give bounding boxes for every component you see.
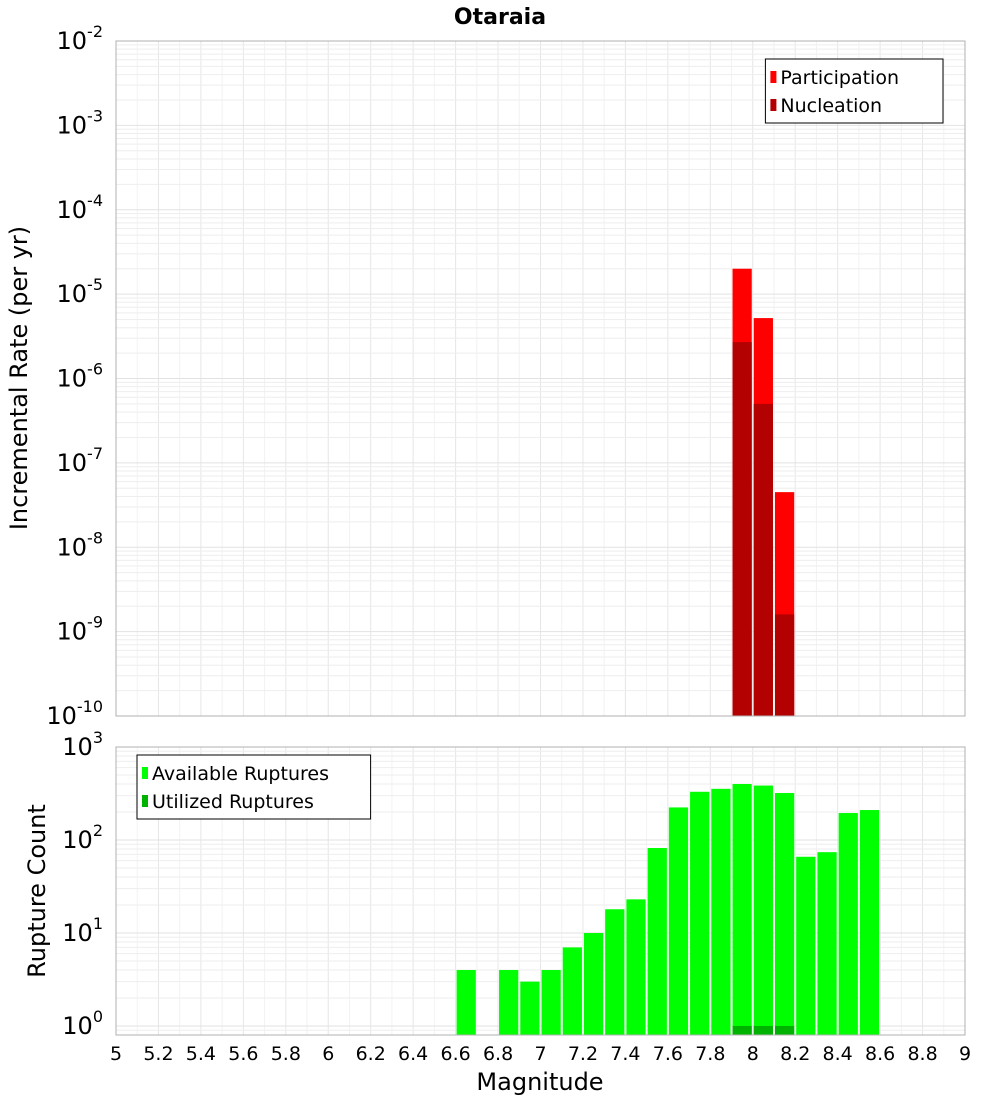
bar-available-ruptures — [626, 899, 646, 1035]
x-tick-label: 8 — [747, 1043, 759, 1065]
x-tick-label: 5.2 — [143, 1043, 173, 1065]
legend-label: Available Ruptures — [152, 763, 329, 785]
bar-available-ruptures — [668, 807, 689, 1035]
legend-swatch — [142, 795, 148, 807]
y-tick-label: 10-4 — [57, 191, 104, 224]
x-tick-label: 7 — [534, 1043, 546, 1065]
bar-available-ruptures — [774, 793, 795, 1035]
x-tick-label: 7.2 — [568, 1043, 598, 1065]
x-tick-label: 8.8 — [907, 1043, 937, 1065]
bar-available-ruptures — [520, 981, 540, 1035]
legend-swatch — [142, 767, 148, 779]
y-tick-label: 102 — [62, 821, 103, 854]
x-tick-label: 6.4 — [398, 1043, 428, 1065]
y-tick-label: 10-8 — [57, 528, 104, 561]
legend-box — [136, 754, 372, 820]
legend-label: Nucleation — [780, 95, 882, 117]
top-legend: Participation Nucleation — [764, 58, 944, 124]
y-tick-label: 10-7 — [57, 444, 104, 477]
top-y-tick-labels: 10-10 10-9 10-8 10-7 10-6 10-5 10-4 10-3 10-2 — [46, 22, 103, 730]
x-tick-label: 5.8 — [271, 1043, 301, 1065]
x-tick-label: 6.8 — [483, 1043, 513, 1065]
chart-title: Otaraia — [454, 5, 546, 30]
bar-available-ruptures — [456, 969, 476, 1035]
bar-available-ruptures — [817, 852, 837, 1035]
bar-utilized-ruptures — [753, 1025, 773, 1035]
y-tick-label: 10-3 — [57, 106, 104, 139]
bottom-plot-frame — [115, 746, 966, 1036]
bar-available-ruptures — [838, 813, 858, 1035]
y-tick-label: 10-2 — [57, 22, 104, 55]
y-tick-label: 10-9 — [57, 613, 104, 646]
bar-available-ruptures — [541, 969, 561, 1035]
x-tick-label: 5 — [110, 1043, 122, 1065]
bar-available-ruptures — [711, 788, 731, 1035]
legend-box — [764, 58, 944, 124]
bar-available-ruptures — [859, 810, 880, 1035]
x-tick-label: 9 — [959, 1043, 971, 1065]
bar-available-ruptures — [796, 856, 816, 1035]
x-tick-label: 5.4 — [186, 1043, 216, 1065]
bar-available-ruptures — [605, 909, 625, 1035]
y-tick-label: 10-5 — [57, 275, 104, 308]
x-tick-label: 8.6 — [865, 1043, 895, 1065]
y-tick-label: 10-10 — [46, 697, 103, 730]
legend-label: Utilized Ruptures — [152, 791, 314, 813]
x-tick-label: 6.2 — [356, 1043, 386, 1065]
bar-available-ruptures — [583, 932, 604, 1035]
bar-utilized-ruptures — [732, 1025, 752, 1035]
x-tick-label: 5.6 — [228, 1043, 258, 1065]
x-tick-label: 8.4 — [823, 1043, 853, 1065]
x-tick-label: 7.6 — [653, 1043, 683, 1065]
bottom-y-axis-label: Rupture Count — [23, 804, 51, 978]
legend-label: Participation — [780, 67, 899, 89]
y-tick-label: 101 — [62, 914, 103, 947]
x-tick-labels: 5 5.2 5.4 5.6 5.8 6 6.2 6.4 6.6 6.8 7 7.2 7.4 7.6 7.8 8… — [110, 1043, 971, 1065]
x-tick-label: 7.8 — [695, 1043, 725, 1065]
x-tick-label: 6 — [322, 1043, 334, 1065]
bottom-legend: Available Ruptures Utilized Ruptures — [136, 754, 372, 820]
x-tick-label: 6.6 — [440, 1043, 470, 1065]
x-tick-label: 8.2 — [780, 1043, 810, 1065]
bar-available-ruptures — [690, 791, 710, 1035]
bar-utilized-ruptures — [774, 1025, 795, 1035]
y-tick-label: 10-6 — [57, 360, 104, 393]
bar-available-ruptures — [499, 969, 519, 1035]
bottom-y-tick-labels: 100 101 102 103 — [62, 728, 103, 1040]
legend-swatch — [770, 99, 777, 111]
bar-nucleation — [732, 342, 752, 716]
top-y-axis-label: Incremental Rate (per yr) — [5, 226, 33, 530]
bottom-bars — [456, 784, 880, 1035]
bar-available-ruptures — [732, 784, 752, 1035]
bar-nucleation — [774, 614, 795, 716]
legend-swatch — [770, 71, 777, 83]
bar-available-ruptures — [562, 947, 582, 1035]
x-axis-label: Magnitude — [476, 1068, 603, 1096]
bar-available-ruptures — [753, 785, 773, 1035]
top-grid — [115, 41, 966, 717]
bar-nucleation — [753, 403, 773, 716]
bar-available-ruptures — [647, 848, 667, 1035]
top-bars — [732, 268, 795, 716]
x-tick-label: 7.4 — [610, 1043, 640, 1065]
top-plot-frame — [115, 40, 966, 717]
top-panel: 10-10 10-9 10-8 10-7 10-6 10-5 10-4 10-3 10-2 Par… — [46, 22, 966, 730]
y-tick-label: 103 — [62, 728, 103, 761]
y-tick-label: 100 — [62, 1007, 103, 1040]
